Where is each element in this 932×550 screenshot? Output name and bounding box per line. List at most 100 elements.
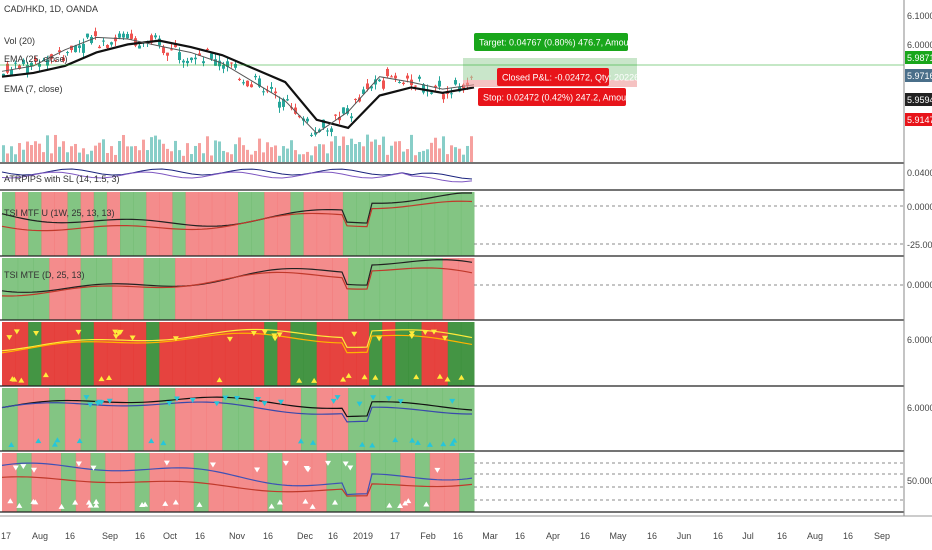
volume-bar [166,148,169,162]
signal-marker [54,437,61,443]
candle-body [114,37,117,42]
signal-marker [72,499,79,505]
candle-body [10,69,13,75]
volume-bar [346,145,349,162]
volume-bar [218,141,221,162]
signal-marker [6,335,13,341]
signal-block [238,192,252,256]
signal-block [285,388,302,451]
signal-block [112,388,129,451]
candle-body [6,63,9,73]
signal-marker [254,467,261,473]
signal-block [415,453,431,512]
volume-bar [78,152,81,162]
ema-7-line [1,36,475,134]
volume-bar [98,142,101,162]
volume-bar [430,142,433,162]
candle-body [66,52,69,54]
signal-marker [397,503,404,509]
volume-bar [14,154,17,162]
signal-block [300,388,318,451]
volume-bar [402,151,405,162]
signal-marker [440,441,447,447]
indicator-legend: ATRPIPS with SL (14, 1.5, 3) [4,174,120,184]
signal-block [251,192,265,256]
volume-bar [446,154,449,162]
candle-body [178,52,181,61]
signal-block [133,322,147,386]
signal-block [93,322,108,386]
candle-body [406,75,409,79]
candle-body [218,60,221,67]
signal-block [348,388,365,451]
candle-body [454,80,457,85]
candle-body [54,60,57,62]
y-tick-label: 6.0000 [907,335,932,345]
candle-body [150,35,153,43]
candle-body [46,59,49,66]
volume-bar [210,155,213,162]
volume-bar [334,136,337,162]
signal-block [222,258,239,320]
volume-bar [362,146,365,162]
signal-block [224,192,239,256]
volume-bar [238,137,241,162]
signal-marker [340,376,347,382]
signal-block [206,388,223,451]
volume-bar [342,136,345,162]
signal-block [238,322,252,386]
indicator-legend: EMA (7, close) [4,84,63,94]
signal-marker [173,396,180,402]
volume-bar [2,145,5,162]
signal-marker [163,460,170,466]
signal-block [269,388,286,451]
signal-marker [423,501,430,507]
volume-bar [186,143,189,162]
signal-marker [106,375,113,381]
candle-body [250,84,253,88]
volume-bar [326,153,329,162]
signal-block [421,192,436,256]
y-tick-label: 6.00000 [907,40,932,50]
signal-marker [35,438,42,444]
price-axis[interactable]: 6.10000 6.00000 0.0400 0.0000 -25.0000 0.0000… [905,11,932,486]
signal-block [96,388,113,451]
signal-block [356,192,370,256]
volume-bar [66,152,69,162]
signal-block [61,453,77,512]
x-tick-label: Jun [677,531,692,541]
signal-block [459,453,475,512]
volume-bar [350,138,353,162]
indicator-legend: TSI MTF U (1W, 25, 13, 13) [4,208,115,218]
signal-marker [426,441,433,447]
signal-block [267,453,283,512]
volume-bar [198,143,201,162]
signal-block [332,388,349,451]
pane5-blue-line [1,401,473,423]
candle-body [190,57,193,61]
signal-block [146,322,160,386]
candle-body [450,93,453,95]
signal-block [190,388,208,451]
signal-marker [196,501,203,507]
candle-body [130,33,133,39]
signal-marker [160,440,167,446]
candle-body [354,98,357,100]
volume-bar [366,134,369,162]
price-label-box [905,51,932,64]
candle-body [206,48,209,50]
pane-separators[interactable] [0,0,905,516]
volume-bar [462,154,465,162]
signal-marker [370,395,377,401]
signal-marker [347,465,354,471]
signal-marker [87,402,94,408]
signal-block [382,192,396,256]
signal-block [311,453,327,512]
candle-body [58,50,61,53]
time-axis[interactable]: 17 Aug 16 Sep 16 Oct 16 Nov 16 Dec 16 2019 17 Feb 16 Ma… [0,515,932,541]
volume-bar [194,145,197,162]
volume-bar [162,143,165,162]
signal-marker [361,374,368,380]
volume-bar [294,150,297,162]
signal-block [185,192,200,256]
